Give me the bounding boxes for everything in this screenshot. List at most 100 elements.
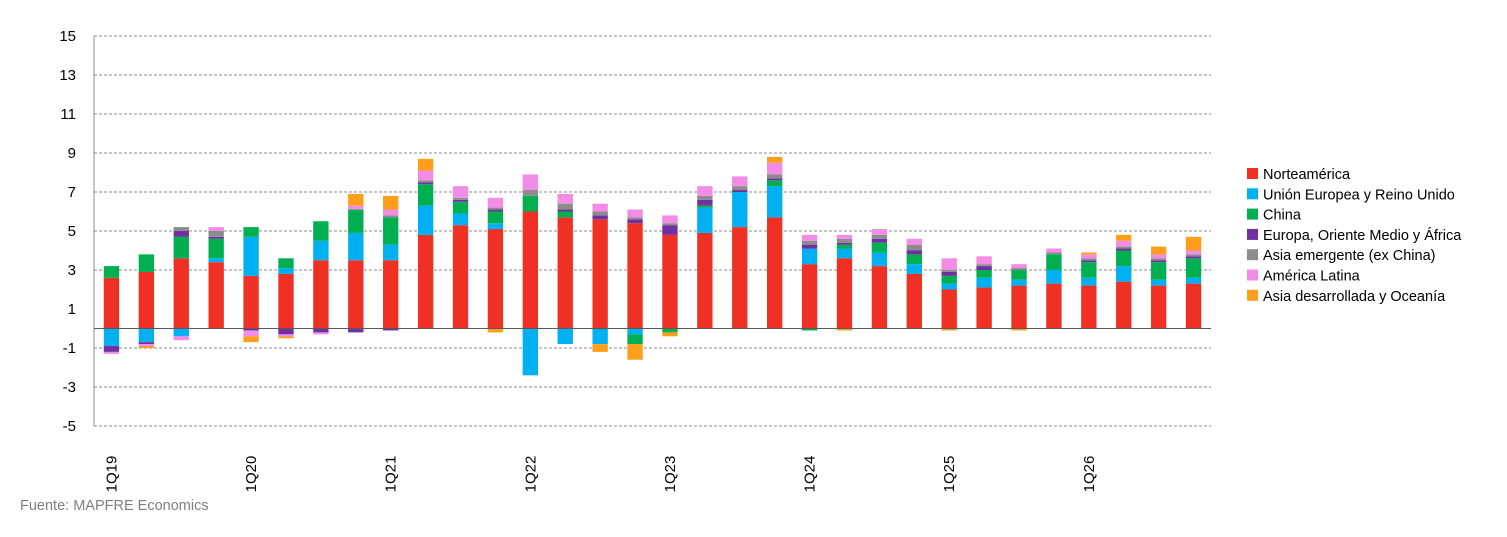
legend-label-asia_emergente: Asia emergente (ex China) — [1263, 248, 1435, 264]
bar-segment-ue_reino_unido-3Q20 — [313, 240, 329, 261]
bar-segment-emea-4Q22 — [627, 219, 643, 224]
bar-segment-norteamerica-4Q21 — [487, 229, 504, 329]
bar-segment-america_latina-1Q24 — [801, 234, 818, 241]
bar-segment-america_latina-1Q21 — [383, 209, 399, 216]
y-tick-label: -3 — [63, 379, 76, 396]
bar-segment-america_latina-1Q20 — [243, 330, 259, 337]
bar-segment-china-3Q20 — [313, 221, 329, 241]
bar-segment-norteamerica-3Q24 — [871, 266, 888, 329]
bar-segment-ue_reino_unido-4Q20 — [348, 232, 364, 261]
bar-segment-asia_desarrollada-4Q22 — [627, 344, 643, 360]
axes — [93, 36, 1211, 427]
y-tick-label: 15 — [59, 28, 76, 45]
bar-segment-emea-4Q26 — [1185, 256, 1202, 259]
bar-segment-emea-2Q21 — [417, 182, 434, 185]
bar-segment-america_latina-3Q22 — [592, 203, 608, 212]
bar-segment-china-2Q22 — [557, 211, 573, 218]
y-axis-ticks: 15 13 11 9 7 5 3 1 -1 -3 -5 — [59, 28, 76, 435]
bar-segment-america_latina-3Q20 — [313, 332, 329, 335]
legend-swatch-asia_emergente — [1247, 249, 1258, 261]
bar-segment-norteamerica-4Q23 — [766, 217, 783, 329]
bar-segment-asia_emergente-1Q25 — [941, 270, 957, 272]
bar-segment-emea-4Q24 — [906, 250, 922, 255]
y-tick-label: 3 — [68, 262, 76, 279]
legend: Norteamérica Unión Europea y Reino Unido C… — [1247, 167, 1462, 305]
bar-segment-norteamerica-3Q19 — [173, 258, 189, 329]
bar-segment-china-1Q21 — [383, 217, 399, 245]
bar-segment-america_latina-2Q26 — [1116, 240, 1132, 247]
bar-segment-america_latina-1Q26 — [1081, 254, 1097, 259]
bar-segment-asia_emergente-2Q25 — [976, 264, 992, 267]
bar-segment-ue_reino_unido-2Q24 — [836, 248, 853, 259]
bar-segment-emea-2Q20 — [278, 328, 294, 335]
bar-segment-america_latina-2Q20 — [278, 334, 294, 337]
bar-segment-china-3Q24 — [871, 242, 888, 253]
bar-segment-norteamerica-2Q21 — [417, 234, 434, 329]
bar-segment-america_latina-3Q25 — [1011, 264, 1027, 269]
bar-segment-emea-2Q25 — [976, 266, 992, 270]
bar-segment-asia_emergente-4Q23 — [766, 174, 783, 179]
bar-segment-norteamerica-3Q21 — [452, 225, 469, 329]
bar-segment-china-3Q26 — [1150, 262, 1167, 280]
bar-segment-asia_desarrollada-2Q20 — [278, 336, 294, 339]
bar-segment-emea-1Q25 — [941, 271, 957, 276]
bar-segment-america_latina-3Q19 — [173, 336, 189, 341]
bar-segment-ue_reino_unido-4Q24 — [906, 264, 922, 274]
bar-segment-asia_emergente-2Q26 — [1116, 246, 1132, 249]
bar-segment-america_latina-3Q24 — [871, 229, 888, 235]
bar-segment-asia_desarrollada-2Q24 — [836, 328, 853, 331]
bar-segment-norteamerica-4Q19 — [208, 262, 224, 329]
bar-segment-america_latina-4Q26 — [1185, 250, 1202, 255]
bar-segment-china-2Q23 — [697, 205, 713, 208]
bar-segment-ue_reino_unido-3Q23 — [732, 192, 748, 228]
bar-segment-ue_reino_unido-2Q21 — [417, 205, 434, 235]
bar-segment-emea-2Q26 — [1116, 248, 1132, 251]
bar-segment-asia_emergente-3Q21 — [452, 197, 469, 200]
bar-segment-asia_emergente-1Q22 — [522, 190, 539, 196]
y-tick-label: -5 — [63, 418, 76, 435]
y-tick-label: -1 — [63, 340, 76, 357]
bar-segment-asia_emergente-4Q21 — [487, 207, 504, 210]
bar-segment-america_latina-4Q20 — [348, 205, 364, 210]
y-tick-label: 9 — [68, 145, 76, 162]
bar-segment-asia_desarrollada-3Q22 — [592, 344, 608, 352]
bar-segment-china-4Q21 — [487, 211, 504, 224]
bar-segment-china-1Q22 — [522, 195, 539, 212]
bar-segment-emea-1Q19 — [103, 346, 120, 352]
bar-segment-ue_reino_unido-1Q19 — [103, 328, 120, 347]
bar-segment-emea-4Q19 — [208, 236, 224, 239]
legend-swatch-asia_desarrollada — [1247, 289, 1258, 301]
bar-segment-china-2Q19 — [138, 254, 155, 272]
bar-segment-america_latina-2Q19 — [138, 344, 155, 347]
bar-segment-america_latina-4Q22 — [627, 209, 643, 218]
bar-segment-emea-4Q21 — [487, 209, 504, 212]
legend-label-china: China — [1263, 208, 1302, 224]
bar-segment-norteamerica-1Q19 — [103, 277, 120, 329]
bar-segment-america_latina-4Q23 — [766, 162, 783, 175]
bar-segment-america_latina-4Q19 — [208, 227, 224, 231]
bar-segment-asia_desarrollada-1Q23 — [662, 332, 678, 337]
bar-segment-china-3Q21 — [452, 201, 469, 214]
legend-swatch-ue_reino_unido — [1247, 188, 1258, 200]
bar-segment-emea-1Q24 — [801, 244, 818, 249]
bar-segment-china-1Q20 — [243, 227, 259, 237]
bar-segment-norteamerica-1Q22 — [522, 211, 539, 329]
bar-segment-asia_emergente-3Q19 — [173, 227, 189, 231]
bar-segment-china-1Q19 — [103, 266, 120, 278]
bar-segment-norteamerica-4Q20 — [348, 260, 364, 329]
bar-segment-norteamerica-2Q22 — [557, 217, 573, 329]
bar-segment-norteamerica-2Q26 — [1116, 281, 1132, 329]
gridlines — [94, 35, 1211, 427]
bar-segment-norteamerica-2Q23 — [697, 232, 713, 329]
bar-segment-ue_reino_unido-4Q22 — [627, 328, 643, 335]
bar-segment-america_latina-3Q21 — [452, 186, 469, 198]
bar-segment-asia_emergente-2Q24 — [836, 238, 853, 243]
bar-segment-emea-3Q24 — [871, 238, 888, 243]
bar-segment-asia_emergente-3Q25 — [1011, 268, 1027, 270]
source-note: Fuente: MAPFRE Economics — [20, 498, 209, 514]
bar-segment-ue_reino_unido-4Q19 — [208, 258, 224, 263]
bar-segment-norteamerica-2Q20 — [278, 273, 294, 329]
bar-segment-norteamerica-4Q24 — [906, 273, 922, 329]
bar-segment-asia_emergente-4Q19 — [208, 231, 224, 237]
